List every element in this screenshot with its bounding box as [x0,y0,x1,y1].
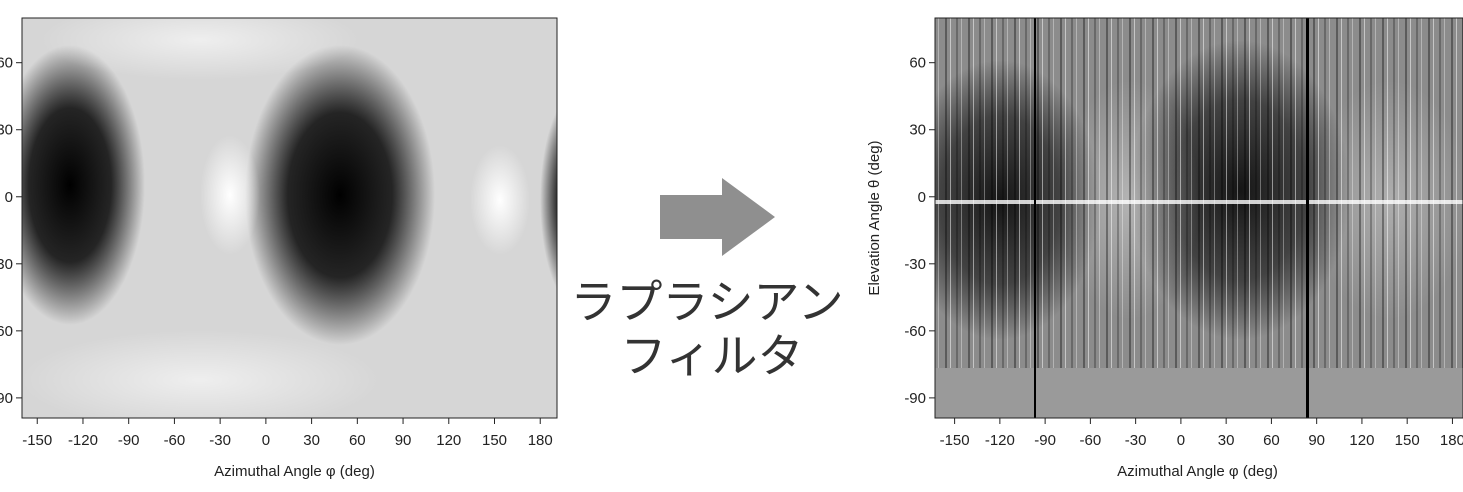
x-tick-label: -90 [1034,432,1056,449]
x-tick-label: 150 [1395,432,1420,449]
figure: ラプラシアン フィルタ -150 -120 -90 -60 -30 0 30 60 90 120 1… [0,0,1463,492]
x-tick-label: 120 [1349,432,1374,449]
x-tick-label: 180 [528,432,553,449]
y-tick-label: 60 [0,55,13,72]
x-tick-label: -90 [118,432,140,449]
y-tick-label: -60 [904,323,926,340]
x-tick-label: 0 [1177,432,1185,449]
y-tick-label: -90 [0,390,13,407]
x-tick-label: 60 [349,432,366,449]
y-tick-label: 60 [909,55,926,72]
arrow-label: ラプラシアン [570,275,843,329]
x-tick-label: -150 [22,432,52,449]
x-axis-label: Azimuthal Angle φ (deg) [1117,463,1278,480]
y-tick-label: 0 [918,189,926,206]
y-tick-label: 30 [909,122,926,139]
y-tick-label: -90 [904,390,926,407]
x-tick-label: 90 [395,432,412,449]
x-tick-label: -150 [940,432,970,449]
arrow-label: フィルタ [620,329,803,383]
x-tick-label: 120 [436,432,461,449]
x-tick-label: -60 [164,432,186,449]
x-tick-label: 30 [303,432,320,449]
x-tick-label: 60 [1263,432,1280,449]
x-tick-label: 180 [1440,432,1463,449]
x-tick-label: 90 [1308,432,1325,449]
x-tick-label: -60 [1080,432,1102,449]
filtered-heatmap-image [900,18,1463,418]
y-tick-label: 30 [0,122,13,139]
arrow [660,178,775,256]
y-tick-label: -30 [904,256,926,273]
x-tick-label: -120 [68,432,98,449]
y-tick-label: 0 [5,189,13,206]
x-tick-label: 0 [262,432,270,449]
x-tick-label: -30 [1125,432,1147,449]
x-tick-label: -120 [985,432,1015,449]
page: ラプラシアン フィルタ -150 -120 -90 -60 -30 0 30 60 90 120 1… [0,0,1463,492]
x-tick-label: 30 [1218,432,1235,449]
y-axis-label: Elevation Angle θ (deg) [866,140,883,295]
x-axis-label: Azimuthal Angle φ (deg) [214,463,375,480]
x-tick-label: 150 [482,432,507,449]
y-tick-label: -30 [0,256,13,273]
x-tick-label: -30 [209,432,231,449]
heatmap-image [0,0,620,430]
y-tick-label: -60 [0,323,13,340]
